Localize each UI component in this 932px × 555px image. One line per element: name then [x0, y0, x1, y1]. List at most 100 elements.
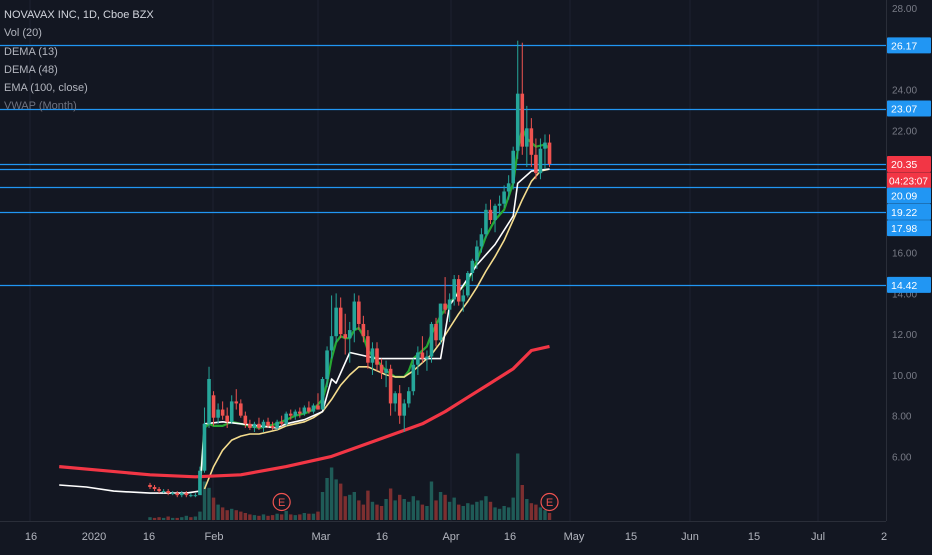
candle-body — [234, 401, 239, 404]
candle-body — [266, 421, 270, 426]
volume-bar — [216, 504, 220, 520]
price-tag-label: 17.98 — [891, 223, 917, 235]
volume-bar — [175, 517, 179, 520]
candle-body — [406, 391, 411, 404]
volume-bar — [488, 501, 493, 520]
volume-bar — [157, 517, 161, 520]
candle-body — [316, 405, 320, 410]
candle-body — [411, 364, 416, 392]
legend-study-dema48[interactable]: DEMA (48) — [4, 63, 58, 76]
candle-body — [161, 491, 166, 493]
volume-bar — [447, 501, 452, 520]
volume-bar — [370, 501, 375, 520]
volume-bar — [166, 516, 170, 520]
volume-bar — [289, 514, 293, 520]
candle-body — [447, 299, 452, 310]
volume-bar — [438, 492, 443, 520]
time-axis: 16 2020 16 Feb Mar 16 Apr 16 May 15 Jun 15 Jul 2 — [0, 521, 887, 543]
candle-body — [270, 425, 275, 428]
time-axis-label: Jun — [681, 531, 699, 543]
legend-symbol[interactable]: NOVAVAX INC, 1D, Cboe BZX — [4, 9, 154, 21]
volume-bar — [516, 453, 520, 520]
price-tag-label: 19.22 — [891, 207, 917, 219]
candle-body — [361, 323, 366, 337]
time-axis-label: Mar — [312, 531, 331, 543]
price-axis-label: 10.00 — [892, 371, 917, 382]
legend-study-vol[interactable]: Vol (20) — [4, 27, 42, 40]
candle-body — [298, 411, 302, 414]
candle-body — [302, 407, 307, 414]
price-axis-label: 22.00 — [892, 126, 917, 137]
candle-body — [288, 413, 293, 416]
candle-body — [248, 423, 252, 428]
candle-body — [366, 336, 370, 363]
volume-bar — [534, 504, 538, 520]
candle-body — [525, 128, 529, 147]
volume-bar — [393, 500, 397, 520]
candle-body — [375, 348, 379, 365]
indicator-lines — [59, 127, 551, 494]
volume-bar — [325, 478, 329, 520]
volume-bar — [338, 483, 343, 520]
candle-body — [470, 260, 475, 274]
earnings-marker-label: E — [278, 497, 285, 509]
candle-body — [243, 415, 248, 424]
volume-bar — [202, 481, 207, 520]
volume-bar — [497, 508, 502, 520]
candle-body — [166, 491, 170, 494]
volume-bar — [511, 497, 515, 520]
price-tag-label: 20.35 — [891, 159, 917, 171]
price-axis-label: 8.00 — [892, 412, 912, 423]
price-axis-label: 12.00 — [892, 330, 917, 341]
candle-body — [497, 203, 502, 206]
candles — [148, 40, 552, 498]
volume-bar — [171, 517, 175, 520]
candle-body — [402, 403, 407, 416]
candle-body — [543, 142, 547, 149]
candle-body — [434, 323, 438, 341]
price-axis-bg — [886, 0, 932, 550]
series-line — [198, 127, 551, 488]
price-axis-label: 28.00 — [892, 4, 917, 15]
volume-bar — [493, 507, 497, 520]
volume-bar — [452, 497, 456, 520]
volume-bar — [425, 506, 429, 520]
candle-body — [152, 487, 157, 490]
volume-bar — [543, 510, 547, 520]
volume-bar — [307, 513, 311, 520]
candle-body — [252, 423, 257, 428]
price-axis-label: 24.00 — [892, 86, 917, 97]
series-line — [59, 344, 550, 479]
candle-body — [311, 405, 316, 412]
candle-body — [484, 209, 488, 235]
candle-body — [502, 191, 506, 204]
volume-bar — [148, 517, 152, 520]
time-axis-label: 15 — [748, 531, 760, 543]
candle-body — [547, 142, 552, 164]
volume-bar — [457, 504, 461, 520]
price-tag-bg — [887, 276, 931, 293]
volume-bar — [407, 501, 411, 520]
price-tag-bg — [887, 172, 931, 189]
candle-body — [515, 93, 520, 151]
price-axis: 28.00 24.00 22.00 16.00 14.00 12.00 10.00 8.00 6… — [886, 0, 932, 550]
candle-body — [506, 183, 511, 192]
volume-bar — [384, 499, 388, 520]
volume-bar — [293, 515, 297, 520]
time-axis-label: Apr — [442, 531, 459, 543]
volume-bar — [502, 506, 506, 520]
candle-body — [334, 307, 338, 337]
candle-body — [416, 352, 420, 365]
legend-study-ema100[interactable]: EMA (100, close) — [4, 82, 88, 95]
price-tag-label: 23.07 — [891, 104, 917, 116]
candle-body — [179, 493, 184, 496]
candle-body — [466, 273, 470, 296]
volume-bar — [270, 515, 275, 520]
legend-study-vwap[interactable]: VWAP (Month) — [4, 100, 77, 113]
candle-body — [534, 154, 538, 174]
legend-study-dema13[interactable]: DEMA (13) — [4, 45, 58, 58]
volume-bar — [234, 510, 238, 520]
